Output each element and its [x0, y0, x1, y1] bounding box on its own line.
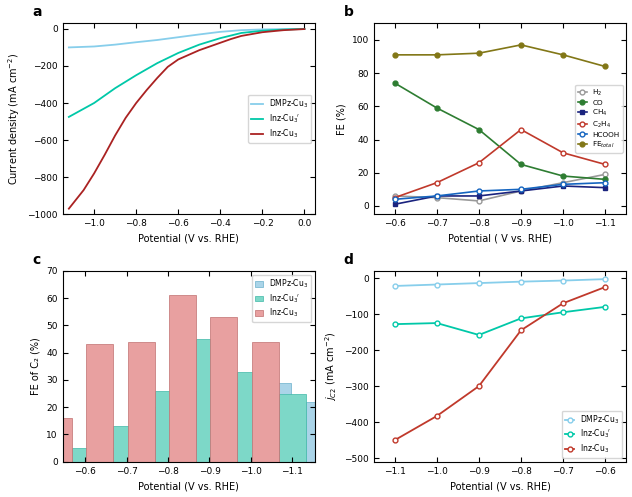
Bar [252, 342, 279, 462]
Bar [87, 344, 113, 462]
Bar [210, 317, 238, 462]
Text: a: a [32, 5, 42, 19]
Text: c: c [32, 253, 40, 267]
Inz-Cu$_3$$'$ [391, 321, 399, 327]
DMPz-Cu$_3$ [517, 279, 525, 285]
Text: b: b [343, 5, 353, 19]
Bar [279, 394, 306, 462]
DMPz-Cu$_3$ [475, 280, 483, 286]
Bar [196, 339, 223, 462]
Inz-Cu$_3$$'$ [517, 316, 525, 322]
Bar [155, 391, 181, 462]
DMPz-Cu$_3$ [391, 283, 399, 289]
Legend: DMPz-Cu$_3$, Inz-Cu$_3$$'$, Inz-Cu$_3$: DMPz-Cu$_3$, Inz-Cu$_3$$'$, Inz-Cu$_3$ [252, 275, 311, 322]
Inz-Cu$_3$ [517, 328, 525, 333]
DMPz-Cu$_3$ [559, 278, 567, 284]
Line: Inz-Cu$_3$$'$: Inz-Cu$_3$$'$ [392, 305, 607, 337]
X-axis label: Potential (V vs. RHE): Potential (V vs. RHE) [138, 234, 239, 244]
Bar [113, 426, 140, 462]
Text: d: d [343, 253, 353, 267]
DMPz-Cu$_3$ [433, 281, 441, 287]
Inz-Cu$_3$ [391, 437, 399, 443]
Bar [181, 391, 209, 462]
DMPz-Cu$_3$ [601, 276, 609, 282]
Bar [264, 383, 291, 462]
Bar [140, 407, 167, 462]
Bar [238, 372, 264, 462]
Inz-Cu$_3$ [601, 284, 609, 290]
Inz-Cu$_3$ [433, 413, 441, 419]
Inz-Cu$_3$$'$ [475, 332, 483, 338]
Bar [45, 418, 72, 462]
Y-axis label: Current density (mA cm$^{-2}$): Current density (mA cm$^{-2}$) [6, 53, 21, 185]
Bar [72, 448, 99, 462]
Bar [128, 342, 155, 462]
Bar [169, 295, 196, 462]
Bar [223, 383, 250, 462]
Line: DMPz-Cu$_3$: DMPz-Cu$_3$ [392, 277, 607, 288]
X-axis label: Potential (V vs. RHE): Potential (V vs. RHE) [449, 481, 550, 491]
Bar [306, 402, 332, 462]
Y-axis label: FE of C₂ (%): FE of C₂ (%) [30, 337, 40, 395]
Legend: DMPz-Cu$_3$, Inz-Cu$_3$$'$, Inz-Cu$_3$: DMPz-Cu$_3$, Inz-Cu$_3$$'$, Inz-Cu$_3$ [562, 411, 623, 458]
Inz-Cu$_3$ [475, 383, 483, 389]
Bar [99, 448, 126, 462]
Y-axis label: FE (%): FE (%) [336, 103, 346, 135]
Inz-Cu$_3$$'$ [559, 309, 567, 315]
Legend: DMPz-Cu$_3$, Inz-Cu$_3$$'$, Inz-Cu$_3$: DMPz-Cu$_3$, Inz-Cu$_3$$'$, Inz-Cu$_3$ [248, 94, 311, 143]
X-axis label: Potential (V vs. RHE): Potential (V vs. RHE) [138, 481, 239, 491]
X-axis label: Potential ( V vs. RHE): Potential ( V vs. RHE) [448, 234, 552, 244]
Line: Inz-Cu$_3$: Inz-Cu$_3$ [392, 285, 607, 442]
Y-axis label: $j_{C2}$ (mA cm$^{-2}$): $j_{C2}$ (mA cm$^{-2}$) [323, 331, 339, 401]
Legend: H$_2$, CO, CH$_4$, C$_2$H$_4$, HCOOH, FE$_{total}$: H$_2$, CO, CH$_4$, C$_2$H$_4$, HCOOH, FE… [575, 85, 623, 153]
Inz-Cu$_3$$'$ [601, 304, 609, 310]
Inz-Cu$_3$$'$ [433, 320, 441, 326]
Inz-Cu$_3$ [559, 300, 567, 306]
